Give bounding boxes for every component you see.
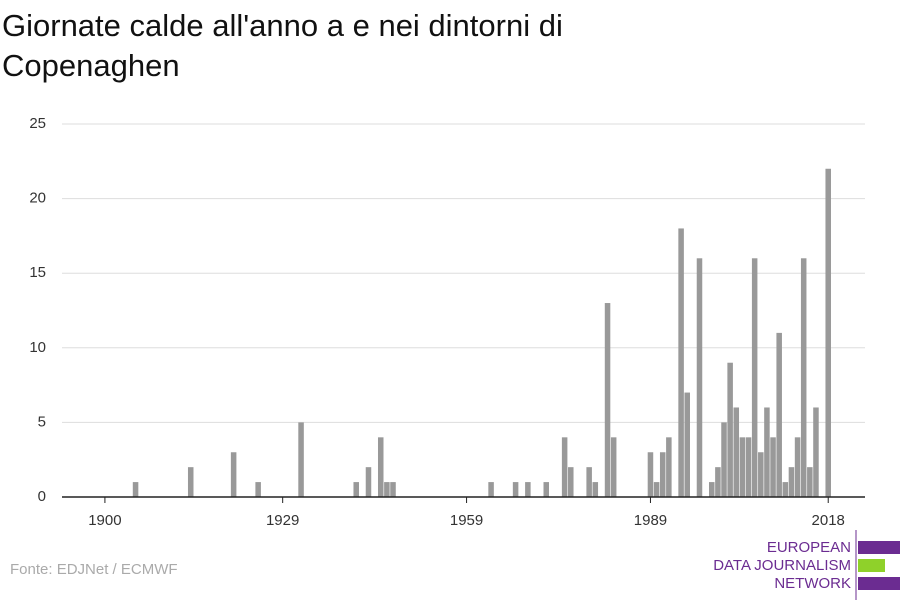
y-tick-label: 5 xyxy=(38,413,46,430)
logo-text: DATA JOURNALISM xyxy=(713,557,851,574)
bar xyxy=(647,452,654,497)
bar xyxy=(764,407,770,497)
bar xyxy=(696,258,703,497)
bar xyxy=(488,482,494,497)
bar xyxy=(561,437,568,497)
x-tick-label: 1929 xyxy=(266,512,299,529)
bar xyxy=(684,392,690,497)
logo-bar xyxy=(858,559,885,572)
logo-bar xyxy=(858,541,900,554)
bar xyxy=(353,482,359,497)
logo: EUROPEAN DATA JOURNALISM NETWORK xyxy=(713,530,900,600)
bar xyxy=(568,467,574,497)
bar xyxy=(807,467,813,497)
y-tick-label: 25 xyxy=(29,115,46,132)
bar xyxy=(825,168,831,497)
logo-bar xyxy=(858,577,900,590)
bar xyxy=(390,482,396,497)
bar xyxy=(739,437,746,497)
bar xyxy=(187,467,194,497)
bar xyxy=(604,303,611,497)
bar xyxy=(800,258,807,497)
bar xyxy=(592,482,599,497)
y-tick-label: 0 xyxy=(38,488,46,505)
x-tick-label: 1989 xyxy=(634,512,667,529)
x-tick-label: 1959 xyxy=(450,512,483,529)
bar xyxy=(813,407,819,497)
bar xyxy=(721,422,727,497)
y-tick-label: 10 xyxy=(29,339,46,356)
bar xyxy=(745,437,752,497)
bar xyxy=(751,258,758,497)
bar xyxy=(758,452,764,497)
bar xyxy=(365,467,372,497)
bar xyxy=(384,482,390,497)
bar xyxy=(653,482,660,497)
bar xyxy=(298,422,304,497)
chart-title: Copenaghen xyxy=(2,48,180,83)
bar xyxy=(678,228,684,497)
bar xyxy=(666,437,672,497)
bar xyxy=(733,407,740,497)
bar xyxy=(377,437,384,497)
bar xyxy=(708,482,715,497)
bar xyxy=(715,467,721,497)
bar xyxy=(132,482,139,497)
bar xyxy=(230,452,237,497)
bar xyxy=(659,452,666,497)
bar xyxy=(782,482,789,497)
logo-text: EUROPEAN xyxy=(767,539,851,556)
bar xyxy=(512,482,519,497)
bar xyxy=(727,362,733,497)
bar xyxy=(586,467,592,497)
logo-text: NETWORK xyxy=(774,575,851,592)
source: Fonte: EDJNet / ECMWF xyxy=(10,561,178,578)
bar xyxy=(788,467,795,497)
bar xyxy=(255,482,261,497)
x-tick-label: 2018 xyxy=(812,512,845,529)
bar xyxy=(610,437,617,497)
bar xyxy=(776,332,782,497)
bar xyxy=(543,482,550,497)
y-tick-label: 15 xyxy=(29,264,46,281)
bar xyxy=(794,437,801,497)
y-tick-label: 20 xyxy=(29,190,46,207)
x-tick-label: 1900 xyxy=(88,512,121,529)
bar xyxy=(770,437,776,497)
chart-title: Giornate calde all'anno a e nei dintorni… xyxy=(2,8,563,43)
bar xyxy=(525,482,531,497)
